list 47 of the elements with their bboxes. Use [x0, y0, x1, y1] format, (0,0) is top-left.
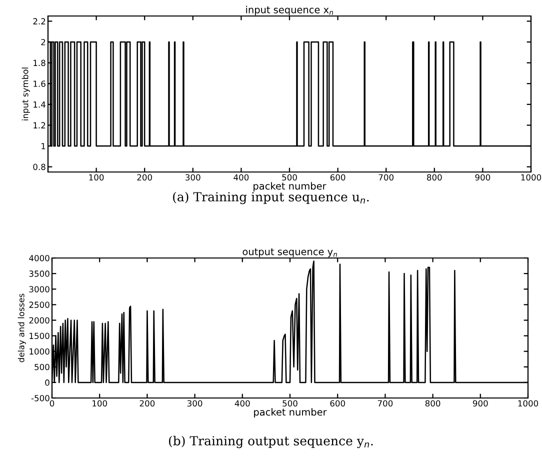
x-axis-title: packet number — [254, 408, 327, 418]
x-tick-label: 800 — [425, 400, 440, 407]
x-tick-label: 0 — [50, 400, 54, 407]
x-tick-label: 500 — [282, 174, 297, 181]
x-tick-label: 600 — [330, 400, 345, 407]
x-tick-label: 1000 — [521, 174, 542, 181]
y-tick-label: 1.4 — [34, 101, 46, 108]
x-tick-label: 600 — [330, 174, 346, 181]
y-tick-label: 1000 — [30, 348, 50, 355]
y-tick-label: 0.8 — [33, 164, 46, 170]
x-tick-label: 200 — [137, 174, 152, 181]
y-tick-label: 4000 — [29, 254, 50, 262]
y-tick-label: 2.2 — [33, 18, 46, 24]
y-tick-label: 1.6 — [34, 80, 46, 87]
y-axis-title: delay and losses — [18, 294, 26, 362]
y-tick-label: 500 — [34, 364, 50, 370]
text: (b) Training output sequence y$_{n}$. — [168, 436, 373, 448]
text: (a) Training input sequence u$_{n}$. — [173, 192, 369, 204]
y-tick-label: 2000 — [29, 317, 50, 324]
y-tick-label: 1500 — [30, 332, 50, 340]
x-tick-label: 400 — [234, 400, 250, 407]
chart-title: output sequence y$_{n}$ — [242, 248, 338, 258]
chart-title: input sequence x$_{n}$ — [246, 6, 333, 16]
y-axis-title: input symbol — [22, 68, 30, 120]
y-tick-label: 1.8 — [34, 60, 46, 66]
x-tick-label: 400 — [234, 174, 249, 181]
y-tick-label: 1.2 — [34, 122, 46, 128]
x-tick-label: 500 — [282, 400, 298, 407]
x-tick-label: 1000 — [518, 400, 538, 407]
x-tick-label: 100 — [92, 400, 107, 407]
x-tick-label: 800 — [427, 174, 442, 181]
y-tick-label: -500 — [31, 394, 50, 402]
x-tick-label: 100 — [89, 174, 104, 181]
y-tick-label: 0 — [45, 379, 50, 386]
x-tick-label: 700 — [378, 400, 393, 407]
y-tick-label: 3500 — [29, 270, 50, 277]
y-tick-label: 3000 — [29, 286, 50, 292]
x-tick-label: 900 — [472, 400, 488, 407]
x-tick-label: 300 — [186, 174, 200, 181]
y-tick-label: 2500 — [29, 302, 50, 308]
x-axis-title: packet number — [254, 182, 326, 192]
y-tick-label: 2 — [41, 38, 46, 46]
x-tick-label: 200 — [140, 400, 155, 407]
x-tick-label: 300 — [187, 400, 202, 407]
y-tick-label: 1 — [42, 143, 46, 150]
x-tick-label: 900 — [475, 174, 490, 181]
x-tick-label: 700 — [378, 174, 394, 181]
